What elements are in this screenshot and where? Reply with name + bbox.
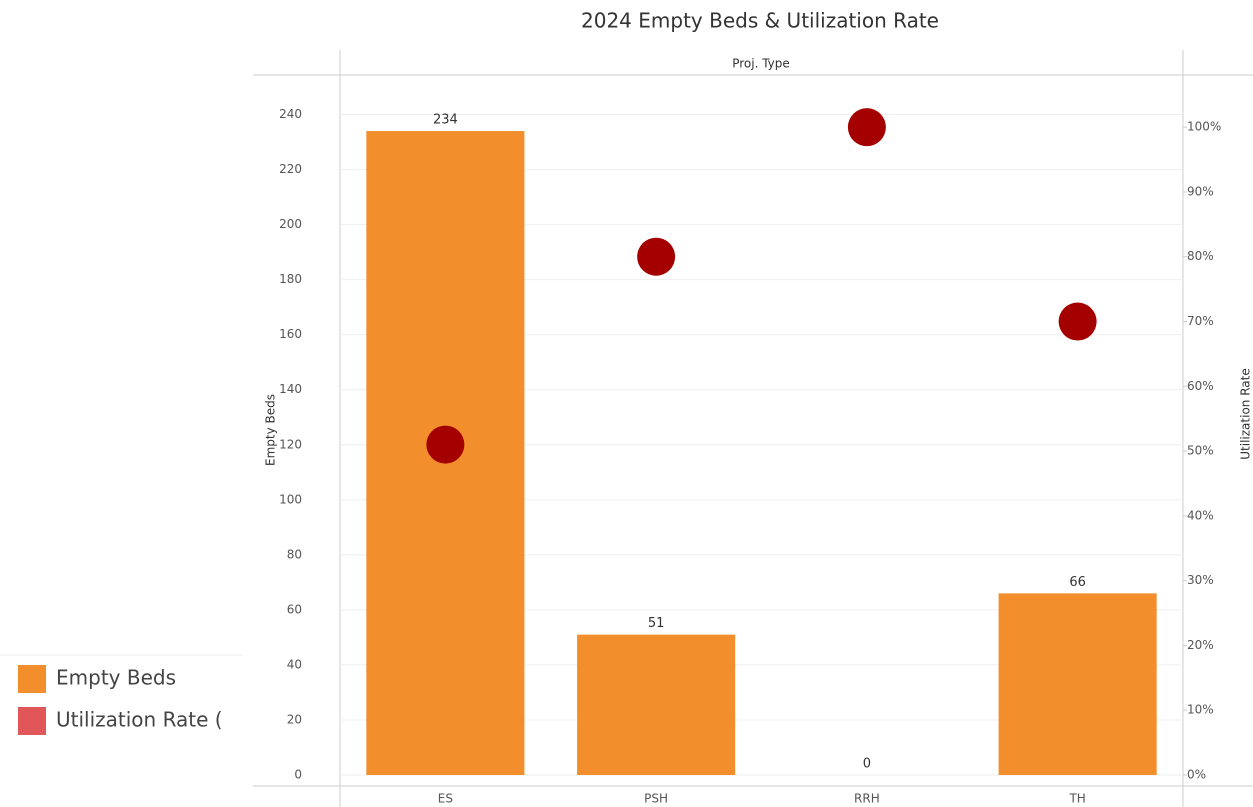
chart-title: 2024 Empty Beds & Utilization Rate: [581, 9, 939, 33]
y-tick-label: 80: [287, 547, 302, 561]
value-label: 0: [863, 756, 871, 771]
y-tick-label: 120: [279, 437, 302, 451]
y2-axis-label: Utilization Rate: [1239, 368, 1253, 459]
y2-tick-label: 40%: [1187, 508, 1214, 522]
dot: [847, 108, 886, 147]
y2-tick-label: 20%: [1187, 638, 1214, 652]
legend-swatch: [18, 665, 46, 693]
value-label: 234: [433, 113, 458, 128]
y2-tick-label: 70%: [1187, 314, 1214, 328]
value-label: 51: [648, 616, 665, 631]
y-tick-label: 0: [294, 767, 302, 781]
y-tick-label: 240: [279, 107, 302, 121]
y2-tick-label: 100%: [1187, 120, 1221, 134]
y-tick-label: 60: [287, 602, 302, 616]
y2-tick-label: 50%: [1187, 444, 1214, 458]
legend-swatch: [18, 707, 46, 735]
y-axis-label: Empty Beds: [264, 394, 278, 466]
y2-tick-label: 80%: [1187, 249, 1214, 263]
y-tick-label: 180: [279, 272, 302, 286]
y2-tick-label: 0%: [1187, 767, 1206, 781]
x-tick-label: RRH: [854, 792, 880, 806]
bar: [577, 634, 736, 775]
y-tick-label: 20: [287, 712, 302, 726]
y2-tick-label: 10%: [1187, 703, 1214, 717]
y2-tick-label: 90%: [1187, 184, 1214, 198]
header: Proj. Type: [732, 57, 790, 71]
x-tick-label: ES: [438, 792, 453, 806]
dot: [426, 425, 465, 464]
y-tick-label: 160: [279, 327, 302, 341]
legend-label: Empty Beds: [56, 666, 176, 690]
x-tick-label: TH: [1068, 792, 1085, 806]
bar: [998, 593, 1157, 775]
y-tick-label: 220: [279, 162, 302, 176]
y2-tick-label: 30%: [1187, 573, 1214, 587]
value-label: 66: [1069, 575, 1086, 590]
x-tick-label: PSH: [644, 792, 668, 806]
y-tick-label: 40: [287, 657, 302, 671]
y-tick-label: 140: [279, 382, 302, 396]
legend: Empty Beds Utilization Rate (: [18, 665, 223, 735]
y2-tick-label: 60%: [1187, 379, 1214, 393]
dot: [1058, 302, 1097, 341]
y-tick-label: 200: [279, 217, 302, 231]
dot: [637, 237, 676, 276]
legend-label: Utilization Rate (: [56, 708, 223, 732]
y-tick-label: 100: [279, 492, 302, 506]
